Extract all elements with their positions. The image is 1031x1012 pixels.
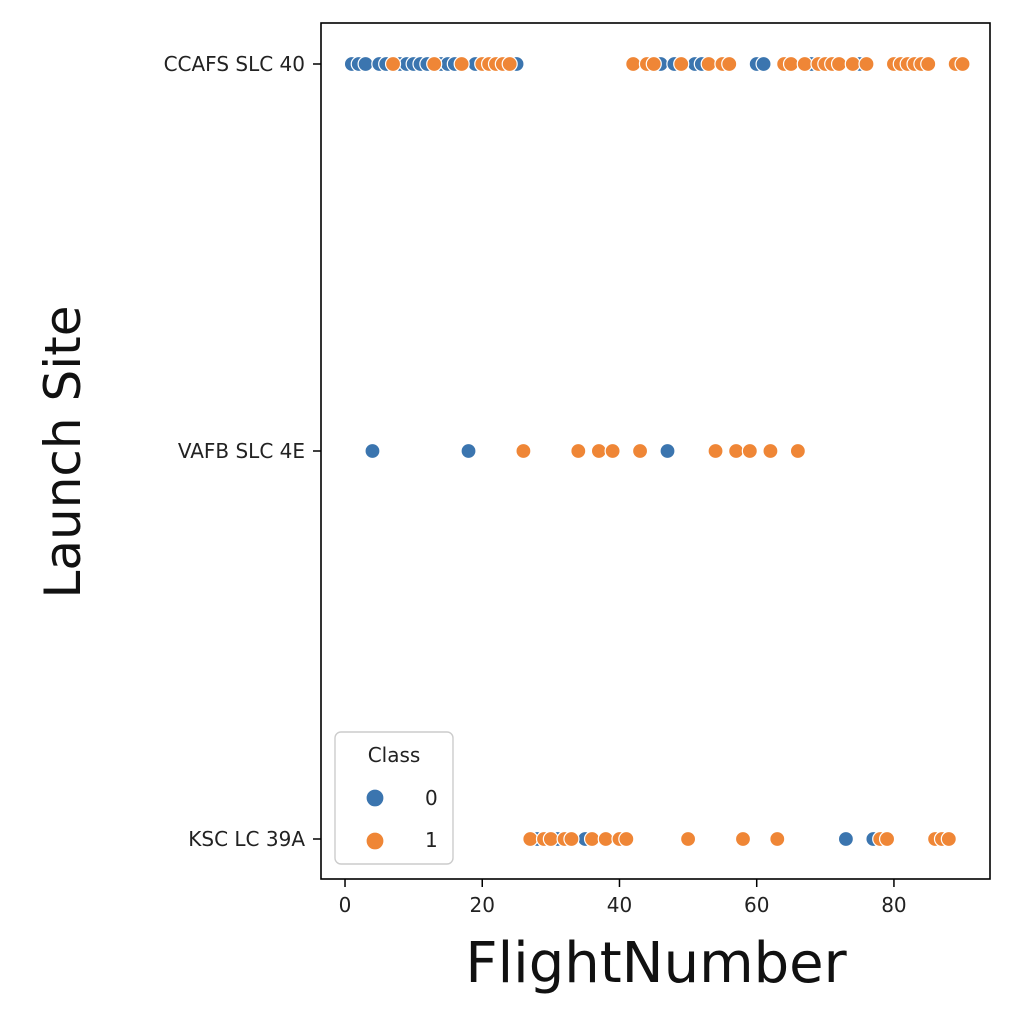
data-point-class-1 <box>673 55 690 73</box>
data-point-class-1 <box>878 830 896 848</box>
data-point-class-1 <box>542 830 559 848</box>
legend-marker-class-1 <box>365 831 385 851</box>
data-point-class-1 <box>830 55 848 73</box>
data-point-class-1 <box>645 55 662 73</box>
legend: Class 0 1 <box>334 731 454 865</box>
data-point-class-1 <box>769 830 786 848</box>
x-tick-label: 80 <box>881 893 906 917</box>
legend-label-class-1: 1 <box>425 828 438 852</box>
y-axis-ticks: CCAFS SLC 40 VAFB SLC 4E KSC LC 39A <box>164 52 321 851</box>
data-point-class-1 <box>570 442 587 460</box>
y-tick-label: VAFB SLC 4E <box>178 439 305 463</box>
y-tick-label: CCAFS SLC 40 <box>164 52 305 76</box>
data-point-class-1 <box>700 55 717 73</box>
data-point-class-1 <box>583 830 601 848</box>
data-point-class-1 <box>597 830 614 848</box>
data-point-class-1 <box>618 830 635 848</box>
data-point-class-1 <box>796 55 813 73</box>
data-point-class-1 <box>789 442 806 460</box>
data-point-class-1 <box>954 55 971 73</box>
data-point-class-0 <box>837 830 855 848</box>
legend-frame <box>334 731 454 865</box>
data-point-class-1 <box>920 55 937 73</box>
data-point-class-1 <box>741 442 758 460</box>
data-point-class-1 <box>515 442 532 460</box>
data-point-class-1 <box>679 830 697 848</box>
legend-marker-class-0 <box>365 788 385 808</box>
x-tick-label: 40 <box>607 893 632 917</box>
data-point-class-1 <box>563 830 580 848</box>
x-tick-label: 20 <box>470 893 495 917</box>
data-point-class-1 <box>384 55 402 73</box>
data-point-class-1 <box>453 55 470 73</box>
data-point-class-1 <box>858 55 875 73</box>
data-point-class-1 <box>782 55 800 73</box>
data-point-class-1 <box>728 442 745 460</box>
data-point-class-1 <box>844 55 861 73</box>
data-point-class-1 <box>721 55 738 73</box>
data-point-class-0 <box>460 442 477 460</box>
data-point-class-1 <box>707 442 724 460</box>
data-point-class-1 <box>604 442 621 460</box>
data-point-class-1 <box>625 55 642 73</box>
data-point-class-1 <box>734 830 752 848</box>
data-point-class-0 <box>659 442 676 460</box>
points-layer <box>343 55 971 848</box>
x-tick-label: 0 <box>339 893 352 917</box>
data-point-class-1 <box>940 830 957 848</box>
legend-label-class-0: 0 <box>425 786 438 810</box>
data-point-class-1 <box>590 442 607 460</box>
data-point-class-1 <box>501 55 518 73</box>
data-point-class-0 <box>755 55 772 73</box>
x-axis-title: FlightNumber <box>465 931 847 996</box>
y-tick-label: KSC LC 39A <box>188 827 305 851</box>
x-axis-ticks: 0 20 40 60 80 <box>339 879 907 917</box>
data-point-class-1 <box>762 442 779 460</box>
data-point-class-1 <box>426 55 443 73</box>
data-point-class-1 <box>631 442 649 460</box>
legend-title: Class <box>368 743 421 767</box>
y-axis-title: Launch Site <box>34 306 92 599</box>
data-point-class-0 <box>364 442 381 460</box>
x-tick-label: 60 <box>744 893 769 917</box>
data-point-class-1 <box>522 830 539 848</box>
data-point-class-0 <box>357 55 374 73</box>
